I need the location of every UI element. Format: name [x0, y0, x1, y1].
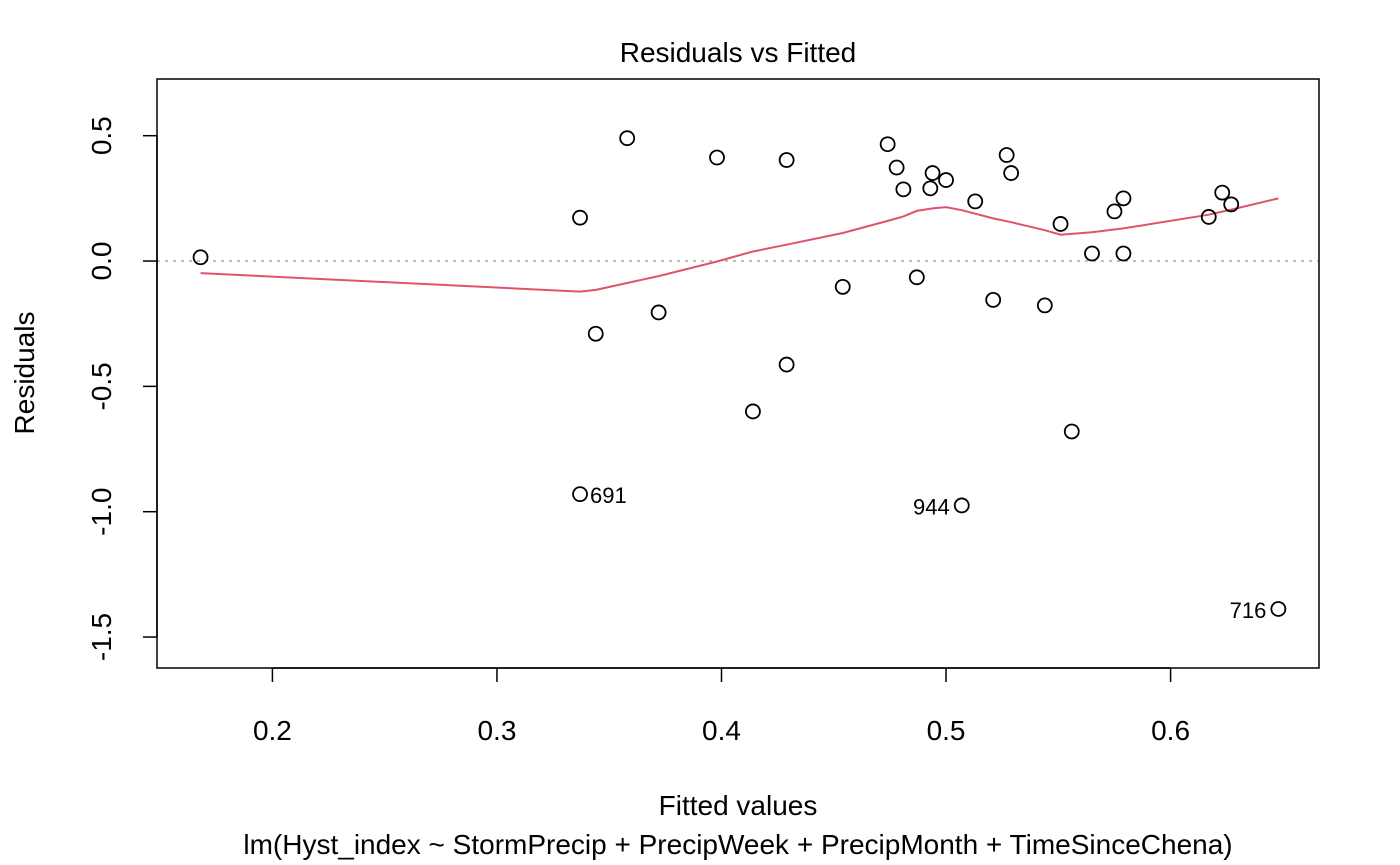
data-point — [572, 486, 588, 503]
plot-frame — [156, 78, 1320, 669]
data-point — [985, 291, 1002, 308]
y-axis: -1.5 -1.0 -0.5 0.0 0.5 — [86, 116, 158, 661]
data-point — [908, 269, 925, 286]
data-point — [745, 403, 761, 420]
data-point — [967, 193, 984, 210]
data-point — [924, 165, 941, 181]
point-label: 691 — [590, 483, 627, 508]
x-tick-label: 0.6 — [1151, 715, 1190, 746]
data-point — [938, 172, 954, 188]
data-point — [834, 278, 851, 295]
model-formula-subtitle: lm(Hyst_index ~ StormPrecip + PrecipWeek… — [243, 829, 1232, 860]
data-point — [1115, 190, 1132, 207]
data-point — [1063, 423, 1080, 440]
data-point — [650, 304, 667, 321]
data-point — [192, 249, 209, 266]
x-axis-label: Fitted values — [659, 790, 818, 821]
x-tick-label: 0.5 — [927, 715, 966, 746]
data-point — [1052, 216, 1069, 232]
data-point — [1200, 209, 1217, 225]
data-point — [1003, 165, 1020, 181]
data-point — [953, 497, 970, 514]
data-point — [572, 209, 588, 226]
data-point — [895, 181, 912, 198]
y-tick-label: 0.0 — [86, 242, 117, 281]
x-axis: 0.2 0.3 0.4 0.5 0.6 — [253, 667, 1190, 746]
data-point — [888, 159, 905, 176]
y-tick-label: 0.5 — [86, 116, 117, 155]
data-point — [778, 152, 795, 168]
data-point — [1270, 601, 1287, 617]
data-point — [587, 325, 604, 342]
data-point — [1223, 196, 1240, 213]
point-label: 944 — [913, 494, 950, 519]
smooth-trend-line — [200, 197, 1279, 293]
y-tick-label: -1.5 — [86, 613, 117, 661]
data-point — [998, 147, 1015, 163]
data-point — [619, 130, 636, 147]
data-point — [1214, 184, 1231, 201]
data-point — [1084, 245, 1100, 262]
points-layer — [192, 130, 1287, 617]
data-point — [709, 149, 725, 166]
data-point — [1036, 297, 1053, 314]
x-tick-label: 0.4 — [702, 715, 741, 746]
smooth-layer — [200, 197, 1279, 293]
y-tick-label: -1.0 — [86, 488, 117, 536]
point-labels-layer: 691 944 716 — [590, 483, 1266, 623]
chart-title: Residuals vs Fitted — [620, 37, 857, 68]
data-point — [1106, 203, 1123, 220]
y-axis-label: Residuals — [9, 312, 40, 435]
x-tick-label: 0.3 — [477, 715, 516, 746]
point-label: 716 — [1230, 598, 1267, 623]
data-point — [1115, 245, 1132, 262]
y-tick-label: -0.5 — [86, 362, 117, 410]
x-tick-label: 0.2 — [253, 715, 292, 746]
data-point — [879, 136, 896, 153]
data-point — [922, 180, 939, 197]
data-point — [778, 356, 795, 373]
